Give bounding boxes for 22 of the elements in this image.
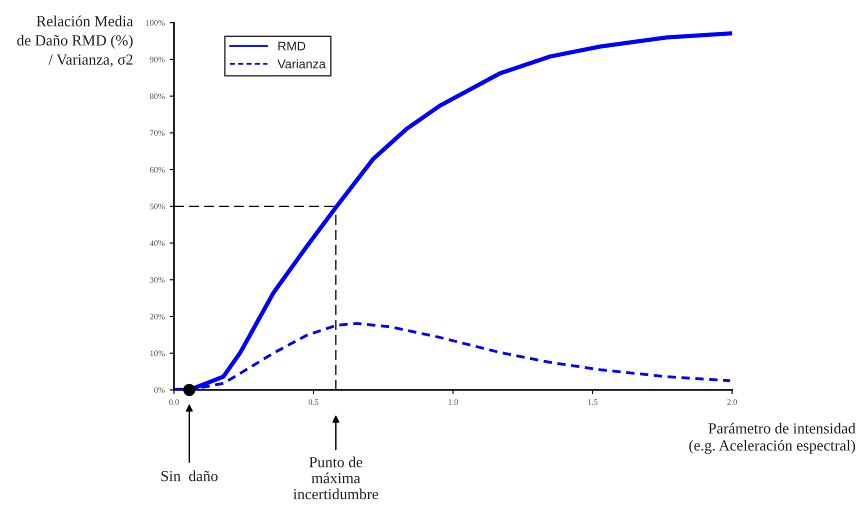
x-tick-label: 0.0: [169, 399, 179, 405]
y-tick-label: 30%: [150, 277, 165, 283]
y-tick-label: 70%: [150, 130, 165, 136]
y-tick-label: 20%: [150, 314, 165, 320]
x-tick-label: 1.5: [588, 399, 598, 405]
y-tick-label: 50%: [150, 204, 165, 210]
x-tick-label: 1.0: [448, 399, 458, 405]
text: Punto de máxima incertidumbre: [293, 456, 378, 500]
text: Sin daño: [161, 470, 218, 482]
y-tick-label: 10%: [150, 350, 165, 356]
y-tick-label: 60%: [150, 166, 165, 173]
y-tick-label: 40%: [150, 240, 165, 246]
y-tick-label: 100%: [146, 20, 165, 26]
x-tick-label: 2.0: [727, 399, 738, 405]
legend-label: RMD: [278, 42, 306, 50]
y-axis-title: Relación Media de Daño RMD (%) / Varianza, σ2: [17, 16, 134, 67]
y-tick-label: 0%: [154, 387, 165, 393]
y-tick-label: 80%: [150, 94, 165, 100]
y-tick-label: 90%: [150, 56, 165, 62]
x-axis-title: Parámetro de intensidad (e.g. Aceleración espectral): [689, 422, 856, 454]
legend-label: Varianza: [277, 59, 326, 68]
x-tick-label: 0.5: [308, 399, 318, 405]
